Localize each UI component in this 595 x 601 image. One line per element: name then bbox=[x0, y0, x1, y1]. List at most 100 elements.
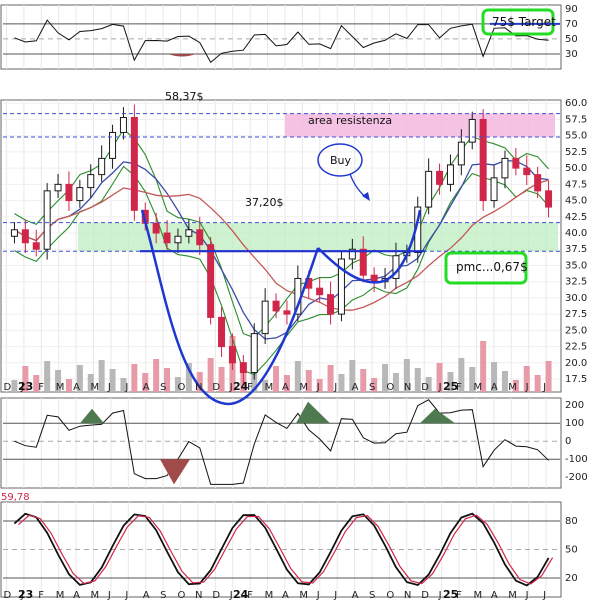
volume-bar bbox=[371, 378, 378, 392]
candle-body bbox=[316, 287, 324, 296]
month-tick-stoch: J bbox=[229, 590, 233, 601]
month-tick-price: M bbox=[91, 382, 100, 393]
candle-body bbox=[218, 316, 226, 348]
volume-bar bbox=[534, 375, 541, 392]
macd-pos-fill-2 bbox=[296, 401, 330, 424]
candle-body bbox=[370, 274, 378, 283]
macd-tick-label: 100 bbox=[565, 418, 584, 429]
month-tick-price: J bbox=[124, 382, 128, 393]
candle-body bbox=[119, 117, 127, 133]
top-tick-label: 50 bbox=[565, 34, 578, 45]
volume-bar bbox=[338, 374, 345, 392]
volume-bar bbox=[131, 364, 138, 392]
candle-body bbox=[76, 187, 84, 202]
price-tick-label: 22.5 bbox=[565, 342, 587, 353]
month-tick-stoch: F bbox=[456, 590, 462, 601]
price-tick-label: 50.0 bbox=[565, 163, 587, 174]
candle-body bbox=[425, 170, 433, 208]
month-tick-stoch: J bbox=[124, 590, 128, 601]
volume-bar bbox=[327, 365, 334, 392]
price-tick-label: 40.0 bbox=[565, 228, 587, 239]
candle-body bbox=[196, 229, 204, 246]
volume-bar bbox=[392, 373, 399, 392]
macd-line bbox=[14, 399, 549, 485]
month-tick-stoch: S bbox=[160, 590, 166, 601]
candle-body bbox=[87, 174, 95, 189]
candle-body bbox=[152, 222, 160, 234]
month-tick-stoch: D bbox=[3, 590, 11, 601]
candle-body bbox=[32, 242, 40, 250]
month-tick-stoch: A bbox=[73, 590, 80, 601]
month-tick-stoch: J bbox=[20, 590, 24, 601]
candle-body bbox=[272, 300, 280, 312]
top-panel-frame bbox=[0, 4, 562, 70]
resistance-label: area resistenza bbox=[308, 114, 392, 127]
candle-body bbox=[512, 157, 520, 169]
month-tick-stoch: N bbox=[195, 590, 202, 601]
target-label: 75$ Target bbox=[492, 15, 556, 29]
volume-bar bbox=[458, 358, 465, 392]
volume-bar bbox=[349, 360, 356, 392]
year-mark-stoch: 25 bbox=[443, 588, 458, 601]
volume-bar bbox=[76, 365, 83, 392]
price-tick-label: 35.0 bbox=[565, 260, 587, 271]
month-tick-stoch: F bbox=[247, 590, 253, 601]
volume-bar bbox=[305, 370, 312, 392]
price-tick-label: 42.5 bbox=[565, 212, 587, 223]
annotation-overlay bbox=[3, 8, 560, 406]
month-tick-price: O bbox=[386, 382, 394, 393]
month-tick-stoch: D bbox=[421, 590, 429, 601]
candle-body bbox=[479, 118, 487, 202]
pmc-label: pmc...0,67$ bbox=[456, 260, 528, 274]
volume-bar bbox=[425, 377, 432, 392]
month-tick-price: J bbox=[525, 382, 529, 393]
volume-bar bbox=[196, 372, 203, 392]
month-tick-price: F bbox=[38, 382, 44, 393]
price-tick-label: 52.5 bbox=[565, 147, 587, 158]
month-tick-stoch: J bbox=[333, 590, 337, 601]
grid-layer bbox=[3, 5, 560, 597]
buy-circle bbox=[317, 143, 363, 177]
target-box bbox=[481, 8, 555, 36]
indicator-lines bbox=[13, 19, 554, 587]
month-tick-price: S bbox=[369, 382, 375, 393]
candle-body bbox=[207, 244, 215, 318]
candle-body bbox=[239, 362, 247, 374]
volume-bar bbox=[501, 371, 508, 392]
month-tick-price: M bbox=[56, 382, 65, 393]
candles bbox=[10, 104, 553, 383]
month-tick-stoch: A bbox=[143, 590, 150, 601]
stoch-panel-frame bbox=[0, 501, 562, 598]
month-tick-price: J bbox=[107, 382, 111, 393]
month-tick-stoch: J bbox=[542, 590, 546, 601]
volume-bar bbox=[65, 379, 72, 392]
candle-body bbox=[337, 258, 345, 315]
volume-bar bbox=[22, 366, 29, 392]
candle-body bbox=[163, 232, 171, 244]
stoch-tick-label: 80 bbox=[565, 516, 578, 527]
month-tick-price: N bbox=[195, 382, 202, 393]
macd-tick-label: -200 bbox=[565, 472, 588, 483]
month-tick-price: F bbox=[456, 382, 462, 393]
candle-body bbox=[523, 167, 531, 176]
volume-bar bbox=[262, 380, 269, 392]
volume-bar bbox=[545, 361, 552, 392]
top-tick-label: 70 bbox=[565, 19, 578, 30]
high-price-label: 58,37$ bbox=[165, 90, 204, 103]
price-tick-label: 25.0 bbox=[565, 325, 587, 336]
price-tick-label: 37.5 bbox=[565, 244, 587, 255]
candle-body bbox=[348, 248, 356, 260]
volume-bar bbox=[523, 366, 530, 392]
macd-pos-fill-1 bbox=[80, 408, 104, 424]
candle-body bbox=[261, 300, 269, 335]
volume-bar bbox=[218, 367, 225, 392]
candle-body bbox=[21, 229, 29, 244]
volume-bar bbox=[207, 358, 214, 392]
price-tick-label: 20.0 bbox=[565, 358, 587, 369]
month-tick-price: F bbox=[247, 382, 253, 393]
month-tick-price: D bbox=[212, 382, 220, 393]
volume-bar bbox=[109, 369, 116, 392]
month-tick-stoch: M bbox=[473, 590, 482, 601]
